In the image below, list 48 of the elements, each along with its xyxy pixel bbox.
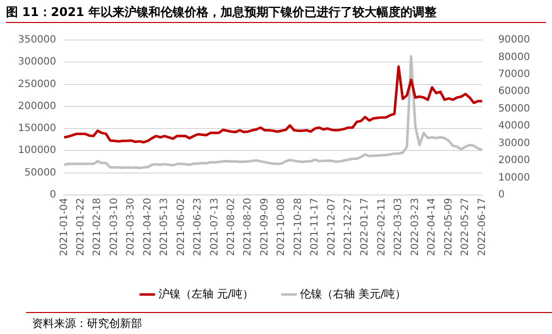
- y-tick-label: 350000: [18, 34, 56, 46]
- x-tick-label: 2021-01-22: [75, 198, 86, 256]
- x-tick-label: 2022-05-09: [443, 198, 454, 256]
- x-tick-label: 2021-10-08: [276, 198, 288, 256]
- x-tick-label: 2021-05-13: [159, 198, 170, 256]
- y-tick-label: 150000: [18, 123, 56, 134]
- y-tick-label: 250000: [18, 78, 56, 90]
- x-tick-label: 2022-03-03: [393, 198, 404, 256]
- chart-title: 图 11：2021 年以来沪镍和伦镍价格，加息预期下镍价已进行了较大幅度的调整: [6, 4, 436, 21]
- y2-tick-label: 20000: [498, 155, 530, 166]
- x-tick-label: 2021-12-07: [326, 198, 338, 256]
- x-tick-label: 2021-12-27: [343, 198, 354, 256]
- y2-tick-label: 30000: [498, 138, 530, 149]
- x-tick-label: 2021-01-04: [58, 198, 70, 256]
- x-tick-label: 2021-06-02: [176, 198, 187, 256]
- y-tick-label: 300000: [18, 56, 56, 68]
- x-tick-label: 2022-04-14: [426, 198, 438, 256]
- x-tick-label: 2021-03-30: [126, 198, 137, 256]
- y-tick-label: 50000: [24, 167, 56, 178]
- x-tick-label: 2022-03-23: [410, 198, 421, 256]
- text: 资料来源：研究创新部: [32, 316, 142, 331]
- y2-tick-label: 10000: [498, 172, 530, 184]
- y2-tick-label: 90000: [498, 34, 530, 46]
- x-tick-label: 2021-03-10: [108, 198, 120, 256]
- y2-tick-label: 80000: [498, 52, 530, 63]
- y-tick-label: 200000: [18, 100, 56, 112]
- y2-tick-label: 40000: [498, 120, 530, 132]
- x-tick-label: 2021-10-28: [292, 198, 304, 256]
- x-tick-label: 2021-08-20: [242, 198, 254, 256]
- x-tick-label: 2021-09-09: [259, 198, 270, 256]
- y-tick-label: 100000: [18, 145, 56, 156]
- x-tick-label: 2021-08-02: [226, 198, 237, 256]
- x-tick-label: 2022-01-17: [360, 198, 371, 256]
- x-tick-label: 2022-05-27: [460, 198, 472, 256]
- y2-tick-label: 70000: [498, 69, 530, 80]
- x-tick-label: 2021-06-23: [192, 198, 204, 256]
- x-tick-label: 2021-04-20: [142, 198, 154, 256]
- y-tick-label: 0: [50, 189, 56, 200]
- legend-label: 沪镍（左轴 元/吨）: [158, 287, 254, 300]
- y2-tick-label: 60000: [498, 86, 530, 98]
- x-tick-label: 2021-07-13: [209, 198, 220, 256]
- x-tick-label: 2022-06-17: [476, 198, 488, 256]
- y2-tick-label: 50000: [498, 103, 530, 114]
- x-tick-label: 2021-11-17: [310, 198, 321, 256]
- y2-tick-label: 0: [498, 189, 505, 200]
- legend-label: 伦镍（右轴 美元/吨）: [300, 287, 406, 300]
- x-tick-label: 2021-02-18: [92, 198, 104, 256]
- x-tick-label: 2022-02-11: [376, 198, 388, 256]
